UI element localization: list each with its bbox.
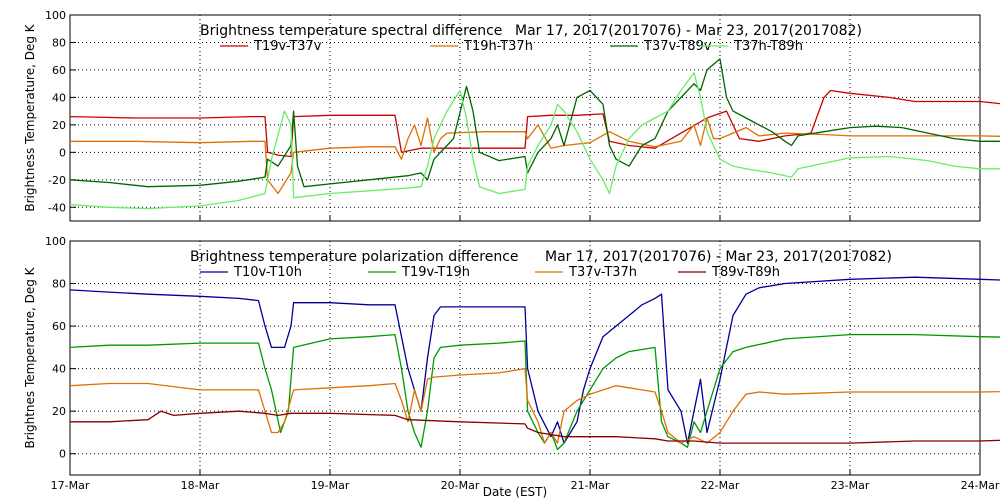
panel-spectral-difference: -40 -20 0 20 40 60 80 100 Brightness temperatur…: [23, 9, 1000, 222]
legend: T10v-T10h T19v-T19h T37v-T37h T89v-T89h: [200, 265, 780, 280]
x-ticks: [69, 215, 981, 221]
series-line-T37h-T89h: [69, 72, 1000, 210]
y-tick-label: 20: [52, 405, 66, 418]
y-axis-label: Brightnes Temperature, Deg K: [23, 266, 37, 448]
y-tick-label: 60: [52, 320, 66, 333]
y-tick-label: 80: [52, 278, 66, 291]
legend-label: T37v-T89v: [643, 39, 712, 54]
legend-label: T19h-T37h: [463, 39, 533, 54]
y-tick-label: 60: [52, 64, 66, 77]
y-tick-label: 40: [52, 91, 66, 104]
x-tick-label: 23-Mar: [831, 479, 870, 492]
series-group: [69, 276, 1000, 451]
series-line-T19v-T37v: [69, 89, 1000, 158]
chart-title: Brightness temperature spectral differen…: [200, 23, 502, 39]
chart-date-range: Mar 17, 2017(2017076) - Mar 23, 2017(201…: [515, 23, 862, 39]
legend-label: T37h-T89h: [733, 39, 803, 54]
y-ticks: 0 20 40 60 80 100: [45, 235, 76, 461]
x-tick-label: 20-Mar: [441, 479, 480, 492]
y-tick-label: 40: [52, 363, 66, 376]
chart-title: Brightness temperature polarization diff…: [190, 249, 519, 265]
x-tick-label: 24-Mar: [961, 479, 1000, 492]
x-axis-label: Date (EST): [483, 485, 547, 499]
legend-label: T89v-T89h: [711, 265, 780, 280]
x-tick-label: 22-Mar: [701, 479, 740, 492]
legend-label: T19v-T19h: [401, 265, 470, 280]
series-group: [69, 58, 1000, 210]
x-tick-label: 17-Mar: [51, 479, 90, 492]
series-line-T89v-T89h: [70, 410, 1000, 444]
x-tick-label: 21-Mar: [571, 479, 610, 492]
plot-frame: [69, 240, 981, 476]
legend-label: T37v-T37h: [568, 265, 637, 280]
y-tick-label: -20: [48, 174, 66, 187]
series-line-T37v-T89v: [69, 58, 1000, 188]
legend-label: T19v-T37v: [253, 39, 322, 54]
grid: [70, 241, 980, 475]
y-axis-label: Brightness Temperature, Deg K: [23, 23, 37, 211]
y-tick-label: 100: [45, 9, 66, 22]
plot-frame: [69, 14, 981, 222]
y-tick-label: 0: [59, 448, 66, 461]
x-ticks: 17-Mar 18-Mar 19-Mar 20-Mar 21-Mar 22-Mar 23-M…: [51, 469, 1000, 492]
y-tick-label: 80: [52, 36, 66, 49]
y-tick-label: -40: [48, 201, 66, 214]
x-tick-label: 18-Mar: [181, 479, 220, 492]
y-tick-label: 20: [52, 119, 66, 132]
y-ticks: -40 -20 0 20 40 60 80 100: [45, 9, 76, 214]
legend-label: T10v-T10h: [233, 265, 302, 280]
y-tick-label: 0: [59, 146, 66, 159]
y-tick-label: 100: [45, 235, 66, 248]
x-tick-label: 19-Mar: [311, 479, 350, 492]
series-line-T10v-T10h: [69, 276, 1000, 444]
chart-date-range: Mar 17, 2017(2017076) - Mar 23, 2017(201…: [545, 249, 892, 265]
panel-polarization-difference: 0 20 40 60 80 100 17-Mar 18-Mar 19-Mar 20-Mar 21-…: [23, 235, 1000, 499]
legend: T19v-T37v T19h-T37h T37v-T89v T37h-T89h: [220, 39, 803, 54]
series-line-T19h-T37h: [70, 117, 1000, 195]
